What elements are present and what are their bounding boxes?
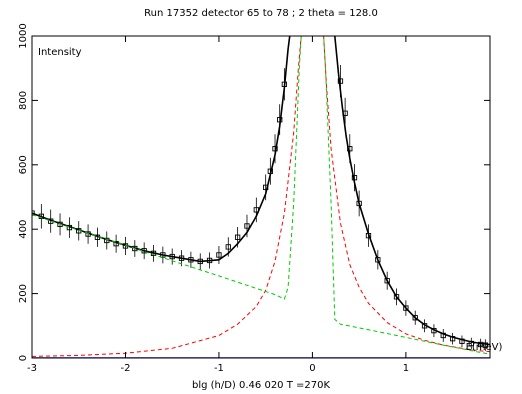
x-tick-label: -1 <box>214 363 224 374</box>
x-tick-label: -2 <box>120 363 130 374</box>
data-point <box>244 223 250 229</box>
axes: -3 -2 -1 0 1 0 200 400 600 800 1000 <box>18 23 490 374</box>
fit-total-line <box>32 36 490 346</box>
x-axis-label: blg (h/D) 0.46 020 T =270K <box>192 380 331 391</box>
energy-unit-label: E(meV) <box>466 342 503 353</box>
data-point <box>403 305 409 311</box>
y-tick-label: 400 <box>18 220 29 239</box>
data-point <box>384 278 390 284</box>
x-tick-label: 0 <box>309 363 315 374</box>
data-point <box>216 252 222 258</box>
y-tick-label: 600 <box>18 155 29 174</box>
y-tick-label: 1000 <box>18 23 29 48</box>
data-point <box>234 234 241 240</box>
data-point <box>482 342 488 348</box>
inner-intensity-label: Intensity <box>38 47 82 58</box>
data-point <box>412 315 418 321</box>
x-tick-label: -3 <box>27 363 37 374</box>
plot-frame <box>31 35 491 359</box>
data-point <box>393 294 400 300</box>
chart-title: Run 17352 detector 65 to 78 ; 2 theta = … <box>144 8 378 19</box>
y-tick-label: 0 <box>18 355 29 361</box>
y-tick-label: 800 <box>18 91 29 110</box>
data-point <box>337 78 344 84</box>
plot-area <box>32 36 490 358</box>
y-tick-label: 200 <box>18 284 29 303</box>
x-tick-label: 1 <box>403 363 409 374</box>
data-point <box>225 244 231 250</box>
lorentzian-dashed-line <box>32 36 490 357</box>
elastic-background-dashed-line <box>32 36 490 355</box>
